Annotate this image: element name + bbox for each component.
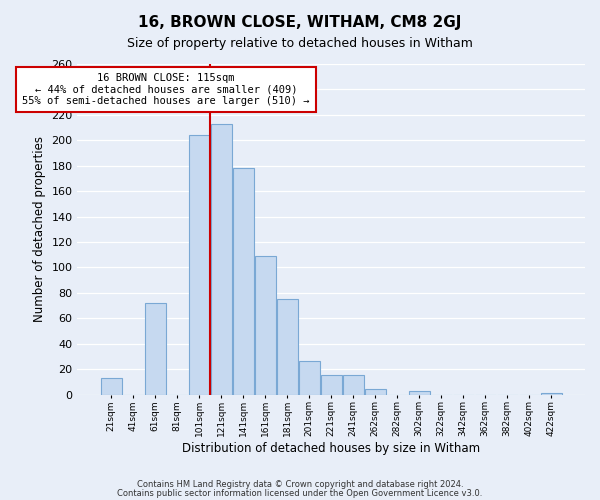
Bar [211, 124, 232, 394]
Text: Contains HM Land Registry data © Crown copyright and database right 2024.: Contains HM Land Registry data © Crown c… [137, 480, 463, 489]
Bar [343, 376, 364, 394]
Text: Size of property relative to detached houses in Witham: Size of property relative to detached ho… [127, 38, 473, 51]
Bar [233, 168, 254, 394]
Bar [320, 376, 342, 394]
Bar [409, 390, 430, 394]
Text: Contains public sector information licensed under the Open Government Licence v3: Contains public sector information licen… [118, 488, 482, 498]
Bar [145, 303, 166, 394]
Text: 16, BROWN CLOSE, WITHAM, CM8 2GJ: 16, BROWN CLOSE, WITHAM, CM8 2GJ [139, 15, 461, 30]
Bar [365, 390, 386, 394]
Y-axis label: Number of detached properties: Number of detached properties [33, 136, 46, 322]
Text: 16 BROWN CLOSE: 115sqm
← 44% of detached houses are smaller (409)
55% of semi-de: 16 BROWN CLOSE: 115sqm ← 44% of detached… [22, 73, 310, 106]
Bar [188, 135, 210, 394]
Bar [299, 362, 320, 394]
Bar [101, 378, 122, 394]
X-axis label: Distribution of detached houses by size in Witham: Distribution of detached houses by size … [182, 442, 480, 455]
Bar [277, 299, 298, 394]
Bar [254, 256, 276, 394]
Bar [541, 393, 562, 394]
